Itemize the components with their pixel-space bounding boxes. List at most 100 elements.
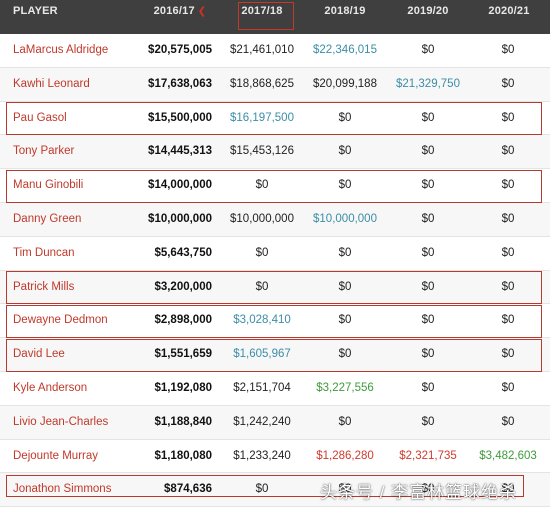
- salary-cell: $0: [501, 179, 515, 192]
- salary-cell: $1,233,240: [233, 449, 291, 462]
- salary-cell: $0: [421, 145, 435, 158]
- salary-cell: $10,000,000: [148, 212, 212, 225]
- salary-cell: $0: [501, 77, 515, 90]
- salary-cell: $0: [338, 246, 352, 259]
- salary-cell: $14,000,000: [148, 179, 212, 192]
- salary-cell: $0: [421, 280, 435, 293]
- column-header-player[interactable]: PLAYER: [13, 0, 58, 34]
- salary-cell: $3,227,556: [316, 381, 374, 394]
- salary-cell: $1,188,840: [154, 415, 212, 428]
- salary-cell: $0: [338, 111, 352, 124]
- table-row: Kyle Anderson $1,192,080 $2,151,704 $3,2…: [0, 372, 550, 406]
- player-link[interactable]: Tim Duncan: [13, 246, 75, 259]
- table-row: Manu Ginobili $14,000,000 $0 $0 $0 $0: [0, 169, 550, 203]
- player-link[interactable]: Tony Parker: [13, 145, 75, 158]
- salary-cell: $0: [421, 381, 435, 394]
- salary-cell: $20,099,188: [313, 77, 377, 90]
- salary-cell: $1,286,280: [316, 449, 374, 462]
- table-row: Dewayne Dedmon $2,898,000 $3,028,410 $0 …: [0, 304, 550, 339]
- column-header-2019-20[interactable]: 2019/20: [388, 0, 468, 34]
- table-row: David Lee $1,551,659 $1,605,967 $0 $0 $0: [0, 338, 550, 372]
- salary-cell: $15,500,000: [148, 111, 212, 124]
- table-row: Kawhi Leonard $17,638,063 $18,868,625 $2…: [0, 67, 550, 102]
- table-row: Pau Gasol $15,500,000 $16,197,500 $0 $0 …: [0, 102, 550, 136]
- salary-cell: $5,643,750: [154, 246, 212, 259]
- table-row: Dejounte Murray $1,180,080 $1,233,240 $1…: [0, 440, 550, 474]
- salary-cell: $3,482,603: [479, 449, 537, 462]
- salary-cell: $0: [501, 348, 515, 361]
- table-row: Jonathon Simmons $874,636 $0 $0 $0 $0: [0, 473, 550, 508]
- salary-cell: $0: [421, 483, 435, 496]
- salary-cell: $0: [501, 212, 515, 225]
- player-link[interactable]: Jonathon Simmons: [13, 483, 112, 496]
- column-header-2017-18[interactable]: 2017/18: [223, 0, 301, 34]
- player-link[interactable]: Dewayne Dedmon: [13, 314, 108, 327]
- salary-cell: $0: [338, 179, 352, 192]
- salary-cell: $0: [255, 483, 269, 496]
- salary-cell: $22,346,015: [313, 44, 377, 56]
- salary-cell: $21,461,010: [230, 44, 294, 56]
- salary-cell: $0: [501, 314, 515, 327]
- salary-cell: $1,551,659: [154, 348, 212, 361]
- salary-cell: $20,575,005: [148, 44, 212, 56]
- column-header-label: 2017/18: [241, 5, 283, 17]
- salary-cell: $0: [501, 483, 515, 496]
- salary-cell: $1,605,967: [233, 348, 291, 361]
- table-row: Tim Duncan $5,643,750 $0 $0 $0 $0: [0, 237, 550, 271]
- table-row: Tony Parker $14,445,313 $15,453,126 $0 $…: [0, 135, 550, 170]
- salary-cell: $0: [255, 246, 269, 259]
- player-link[interactable]: Patrick Mills: [13, 280, 75, 293]
- salary-cell: $2,151,704: [233, 381, 291, 394]
- salary-cell: $874,636: [164, 483, 212, 496]
- salary-cell: $0: [338, 314, 352, 327]
- salary-cell: $0: [255, 280, 269, 293]
- salary-cell: $1,192,080: [154, 381, 212, 394]
- column-header-2016-17[interactable]: 2016/17 ❮: [140, 0, 220, 34]
- salary-cell: $0: [501, 44, 515, 56]
- salary-cell: $0: [421, 179, 435, 192]
- salary-cell: $0: [421, 212, 435, 225]
- player-link[interactable]: David Lee: [13, 348, 65, 361]
- salary-cell: $1,242,240: [233, 415, 291, 428]
- table-body: LaMarcus Aldridge $20,575,005 $21,461,01…: [0, 34, 550, 508]
- table-row: Danny Green $10,000,000 $10,000,000 $10,…: [0, 202, 550, 237]
- salary-cell: $2,321,735: [399, 449, 457, 462]
- player-link[interactable]: LaMarcus Aldridge: [13, 44, 109, 56]
- column-header-2018-19[interactable]: 2018/19: [305, 0, 385, 34]
- player-link[interactable]: Pau Gasol: [13, 111, 67, 124]
- salary-cell: $0: [501, 280, 515, 293]
- table-header: PLAYER 2016/17 ❮ 2017/18 2018/19 2019/20 …: [0, 0, 550, 34]
- salary-cell: $0: [501, 381, 515, 394]
- salary-cell: $21,329,750: [396, 77, 460, 90]
- salary-cell: $0: [501, 145, 515, 158]
- player-link[interactable]: Kawhi Leonard: [13, 77, 90, 90]
- salary-cell: $18,868,625: [230, 77, 294, 90]
- table-row: Patrick Mills $3,200,000 $0 $0 $0 $0: [0, 270, 550, 305]
- column-header-2020-21[interactable]: 2020/21: [470, 0, 548, 34]
- salary-cell: $0: [338, 415, 352, 428]
- salary-cell: $3,200,000: [154, 280, 212, 293]
- salary-cell: $17,638,063: [148, 77, 212, 90]
- salary-cell: $0: [501, 111, 515, 124]
- salary-cell: $0: [501, 415, 515, 428]
- column-header-label: 2020/21: [488, 5, 530, 17]
- player-link[interactable]: Kyle Anderson: [13, 381, 88, 394]
- salary-cell: $0: [338, 145, 352, 158]
- salary-cell: $0: [421, 314, 435, 327]
- salary-cell: $0: [255, 179, 269, 192]
- salary-cell: $0: [338, 348, 352, 361]
- salary-cell: $0: [338, 280, 352, 293]
- player-link[interactable]: Danny Green: [13, 212, 82, 225]
- salary-cell: $0: [421, 348, 435, 361]
- player-link[interactable]: Livio Jean-Charles: [13, 415, 109, 428]
- column-header-label: PLAYER: [13, 5, 58, 17]
- table-row: LaMarcus Aldridge $20,575,005 $21,461,01…: [0, 34, 550, 68]
- player-link[interactable]: Dejounte Murray: [13, 449, 99, 462]
- salary-cell: $0: [421, 44, 435, 56]
- column-header-label: 2018/19: [324, 5, 366, 17]
- player-link[interactable]: Manu Ginobili: [13, 179, 84, 192]
- salary-cell: $0: [421, 246, 435, 259]
- chevron-down-icon: ❮: [197, 6, 207, 17]
- salary-cell: $0: [501, 246, 515, 259]
